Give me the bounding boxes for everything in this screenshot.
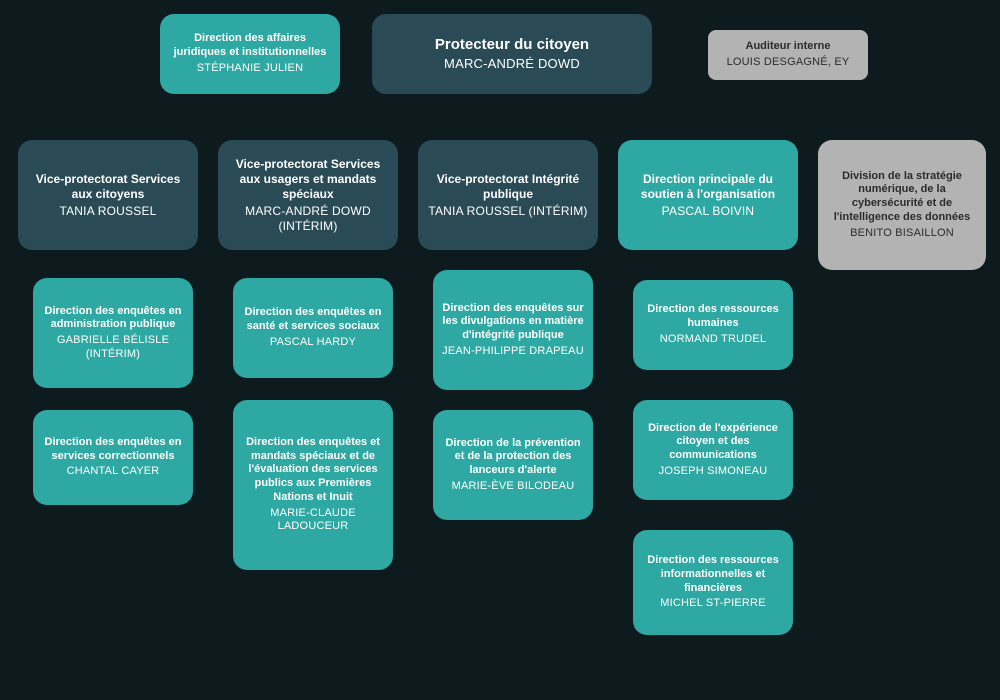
org-box-enq-divulgations: Direction des enquêtes sur les divulgati…: [433, 270, 593, 390]
org-box-title: Vice-protectorat Services aux usagers et…: [226, 157, 390, 202]
org-box-auditeur: Auditeur interne LOUIS DESGAGNÉ, EY: [708, 30, 868, 80]
org-box-dir-principale: Direction principale du soutien à l'orga…: [618, 140, 798, 250]
org-box-person: TANIA ROUSSEL (INTÉRIM): [428, 204, 587, 219]
org-box-title: Direction principale du soutien à l'orga…: [626, 172, 790, 202]
org-box-title: Direction des enquêtes en services corre…: [41, 436, 185, 464]
org-box-person: NORMAND TRUDEL: [660, 333, 767, 347]
org-box-title: Direction des affaires juridiques et ins…: [168, 32, 332, 60]
org-box-title: Vice-protectorat Services aux citoyens: [26, 172, 190, 202]
org-box-prevention-lanceurs: Direction de la prévention et de la prot…: [433, 410, 593, 520]
org-box-person: PASCAL HARDY: [270, 336, 356, 350]
org-box-title: Direction des ressources humaines: [641, 303, 785, 331]
org-box-person: STÉPHANIE JULIEN: [197, 62, 304, 76]
org-box-title: Direction des ressources informationnell…: [641, 554, 785, 595]
org-box-person: MARC-ANDRÉ DOWD: [444, 56, 580, 72]
org-box-title: Vice-protectorat Intégrité publique: [426, 172, 590, 202]
org-box-title: Direction des enquêtes en administration…: [41, 305, 185, 333]
org-box-person: BENITO BISAILLON: [850, 227, 954, 241]
org-box-ressources-info-fin: Direction des ressources informationnell…: [633, 530, 793, 635]
org-box-div-strategie: Division de la stratégie numérique, de l…: [818, 140, 986, 270]
org-box-title: Division de la stratégie numérique, de l…: [826, 170, 978, 225]
org-box-enq-correctionnels: Direction des enquêtes en services corre…: [33, 410, 193, 505]
org-box-title: Direction de la prévention et de la prot…: [441, 437, 585, 478]
org-box-person: JOSEPH SIMONEAU: [659, 465, 768, 479]
org-box-person: MICHEL ST-PIERRE: [660, 597, 765, 611]
org-box-enq-sante: Direction des enquêtes en santé et servi…: [233, 278, 393, 378]
org-box-person: MARIE-ÈVE BILODEAU: [452, 480, 575, 494]
org-box-person: JEAN-PHILIPPE DRAPEAU: [442, 345, 584, 359]
org-box-affaires-juridiques: Direction des affaires juridiques et ins…: [160, 14, 340, 94]
org-chart: Protecteur du citoyenMARC-ANDRÉ DOWD Dire…: [0, 0, 1000, 700]
org-box-vp-citoyens: Vice-protectorat Services aux citoyens TA…: [18, 140, 198, 250]
org-box-rh: Direction des ressources humaines NORMAND…: [633, 280, 793, 370]
org-box-enq-mandats-pn: Direction des enquêtes et mandats spécia…: [233, 400, 393, 570]
org-box-title: Protecteur du citoyen: [435, 36, 589, 55]
org-box-person: TANIA ROUSSEL: [59, 204, 156, 219]
org-box-person: GABRIELLE BÉLISLE (INTÉRIM): [41, 334, 185, 362]
org-box-person: LOUIS DESGAGNÉ, EY: [727, 56, 850, 70]
org-box-title: Auditeur interne: [746, 40, 831, 54]
org-box-person: PASCAL BOIVIN: [662, 204, 755, 219]
org-box-title: Direction des enquêtes en santé et servi…: [241, 306, 385, 334]
org-box-title: Direction de l'expérience citoyen et des…: [641, 422, 785, 463]
org-box-title: Direction des enquêtes et mandats spécia…: [241, 436, 385, 505]
org-box-person: CHANTAL CAYER: [67, 465, 160, 479]
org-box-exp-citoyen-comm: Direction de l'expérience citoyen et des…: [633, 400, 793, 500]
org-box-person: MARC-ANDRÉ DOWD (INTÉRIM): [226, 204, 390, 234]
org-box-person: MARIE-CLAUDE LADOUCEUR: [241, 507, 385, 535]
org-box-vp-usagers: Vice-protectorat Services aux usagers et…: [218, 140, 398, 250]
org-box-title: Direction des enquêtes sur les divulgati…: [441, 302, 585, 343]
org-box-enq-admin-pub: Direction des enquêtes en administration…: [33, 278, 193, 388]
org-box-vp-integrite: Vice-protectorat Intégrité publique TANIA…: [418, 140, 598, 250]
org-box-protecteur: Protecteur du citoyenMARC-ANDRÉ DOWD: [372, 14, 652, 94]
